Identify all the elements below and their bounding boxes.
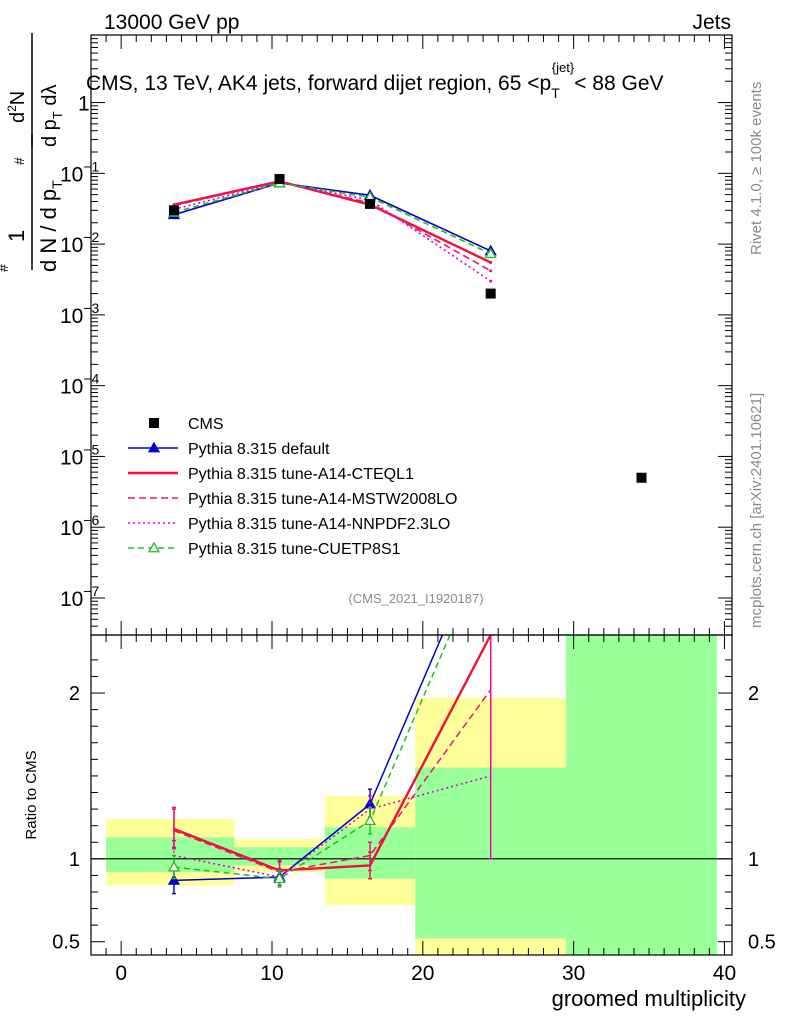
ratio-frame bbox=[90, 634, 733, 956]
ratio-ylabel: Ratio to CMS bbox=[23, 750, 40, 839]
ratio-series-line-1 bbox=[173, 635, 492, 872]
process-label: Jets bbox=[692, 11, 731, 34]
main-ylabel: 1 d N / d pT # d2N d pT dλ # bbox=[0, 33, 65, 272]
svg-text:d N / d pT: d N / d pT bbox=[36, 180, 65, 272]
legend-entry-4: Pythia 8.315 tune-CUETP8S1 bbox=[128, 541, 401, 558]
main-series-line-2 bbox=[173, 180, 492, 272]
main-series-line-4 bbox=[173, 182, 492, 255]
ratio-series-line-0 bbox=[173, 635, 444, 882]
ratio-ytick-label-right-0: 0.5 bbox=[748, 932, 776, 954]
main-ytick-label-0: 10−7 bbox=[60, 583, 100, 611]
ratio-band-green-4 bbox=[566, 635, 717, 955]
ratio-ytick-label-right-1: 1 bbox=[748, 849, 759, 871]
title-suffix: < 88 GeV bbox=[574, 72, 663, 95]
legend-label-3: Pythia 8.315 tune-A14-NNPDF2.3LO bbox=[188, 516, 450, 533]
legend-entry-1: Pythia 8.315 tune-A14-CTEQL1 bbox=[128, 466, 414, 483]
x-axis-label: groomed multiplicity bbox=[552, 986, 746, 1011]
legend-label-4: Pythia 8.315 tune-CUETP8S1 bbox=[188, 541, 401, 558]
rivet-label: Rivet 4.1.0, ≥ 100k events bbox=[748, 82, 765, 255]
cms-data-point-3 bbox=[485, 288, 496, 299]
legend-label-1: Pythia 8.315 tune-A14-CTEQL1 bbox=[188, 466, 414, 483]
title-subscript: T bbox=[551, 85, 560, 101]
axes: 10−710−610−510−410−310−210−110 10 20 30 400.… bbox=[52, 34, 776, 985]
ratio-series-line-2 bbox=[173, 689, 492, 873]
main-series-point-1-3 bbox=[489, 260, 493, 264]
svg-text:#: # bbox=[0, 264, 11, 272]
main-ytick-label-7: 1 bbox=[78, 93, 90, 116]
cms-data-point-0 bbox=[168, 205, 179, 216]
svg-text:#: # bbox=[11, 157, 27, 165]
ratio-series-marker-4-0 bbox=[167, 860, 181, 872]
legend-label-0: Pythia 8.315 default bbox=[188, 441, 330, 458]
ratio-series-marker-4-2 bbox=[363, 814, 377, 826]
cms-data-point-1 bbox=[274, 174, 285, 185]
svg-text:d2N: d2N bbox=[5, 91, 29, 123]
svg-text:d pT dλ: d pT dλ bbox=[39, 85, 65, 147]
x-tick-label-2: 20 bbox=[411, 962, 434, 985]
ratio-series-line-4 bbox=[173, 635, 451, 880]
x-tick-label-1: 10 bbox=[260, 962, 283, 985]
ratio-ytick-label-left-0: 0.5 bbox=[52, 932, 80, 954]
x-tick-label-3: 30 bbox=[562, 962, 585, 985]
legend-entry-3: Pythia 8.315 tune-A14-NNPDF2.3LO bbox=[128, 516, 450, 533]
ratio-ytick-label-left-2: 2 bbox=[69, 683, 80, 705]
collision-label: 13000 GeV pp bbox=[104, 11, 239, 34]
plot-title: CMS, 13 TeV, AK4 jets, forward dijet reg… bbox=[86, 60, 664, 101]
x-tick-label-0: 0 bbox=[115, 962, 127, 985]
ratio-series-marker-0-0 bbox=[167, 874, 181, 885]
title-superscript: {jet} bbox=[552, 60, 575, 75]
ratio-ytick-label-left-1: 1 bbox=[69, 849, 80, 871]
analysis-watermark: (CMS_2021_I1920187) bbox=[348, 591, 483, 606]
ratio-ytick-label-right-2: 2 bbox=[748, 683, 759, 705]
main-ytick-label-3: 10−4 bbox=[60, 371, 100, 399]
main-series-line-1 bbox=[173, 180, 492, 264]
main-panel-data bbox=[167, 174, 647, 483]
ratio-series-marker-4-1 bbox=[273, 872, 286, 884]
mcplots-label: mcplots.cern.ch [arXiv:2401.10621] bbox=[748, 393, 765, 628]
ratio-panel-data bbox=[167, 635, 493, 895]
main-ytick-label-6: 10−1 bbox=[60, 158, 100, 186]
main-ytick-label-2: 10−5 bbox=[60, 441, 100, 469]
title-prefix: CMS, 13 TeV, AK4 jets, forward dijet reg… bbox=[86, 72, 551, 95]
legend-marker-4 bbox=[147, 541, 161, 553]
main-ytick-label-1: 10−6 bbox=[60, 512, 100, 540]
ratio-uncertainty-bands bbox=[91, 635, 732, 955]
legend-entry-cms: CMS bbox=[149, 416, 224, 433]
main-series-point-3-3 bbox=[489, 279, 493, 283]
main-ytick-label-5: 10−2 bbox=[60, 229, 100, 257]
legend-entry-0: Pythia 8.315 default bbox=[128, 441, 330, 458]
main-ytick-label-4: 10−3 bbox=[60, 300, 100, 328]
legend-entry-2: Pythia 8.315 tune-A14-MSTW2008LO bbox=[128, 491, 457, 508]
cms-data-point-2 bbox=[365, 198, 376, 209]
legend-label-2: Pythia 8.315 tune-A14-MSTW2008LO bbox=[188, 491, 457, 508]
legend-label-cms: CMS bbox=[188, 416, 224, 433]
ratio-band-green-0 bbox=[106, 837, 235, 873]
svg-text:1: 1 bbox=[4, 230, 29, 242]
legend-swatch-cms bbox=[149, 418, 159, 428]
legend: CMS Pythia 8.315 default Pythia 8.315 tune… bbox=[128, 416, 457, 558]
cms-data-point-4 bbox=[636, 472, 647, 483]
legend-marker-0 bbox=[147, 441, 161, 453]
main-series-line-0 bbox=[173, 182, 492, 252]
main-series-marker-4-3 bbox=[484, 247, 497, 259]
main-series-point-2-3 bbox=[489, 269, 493, 273]
x-tick-label-4: 40 bbox=[713, 962, 736, 985]
